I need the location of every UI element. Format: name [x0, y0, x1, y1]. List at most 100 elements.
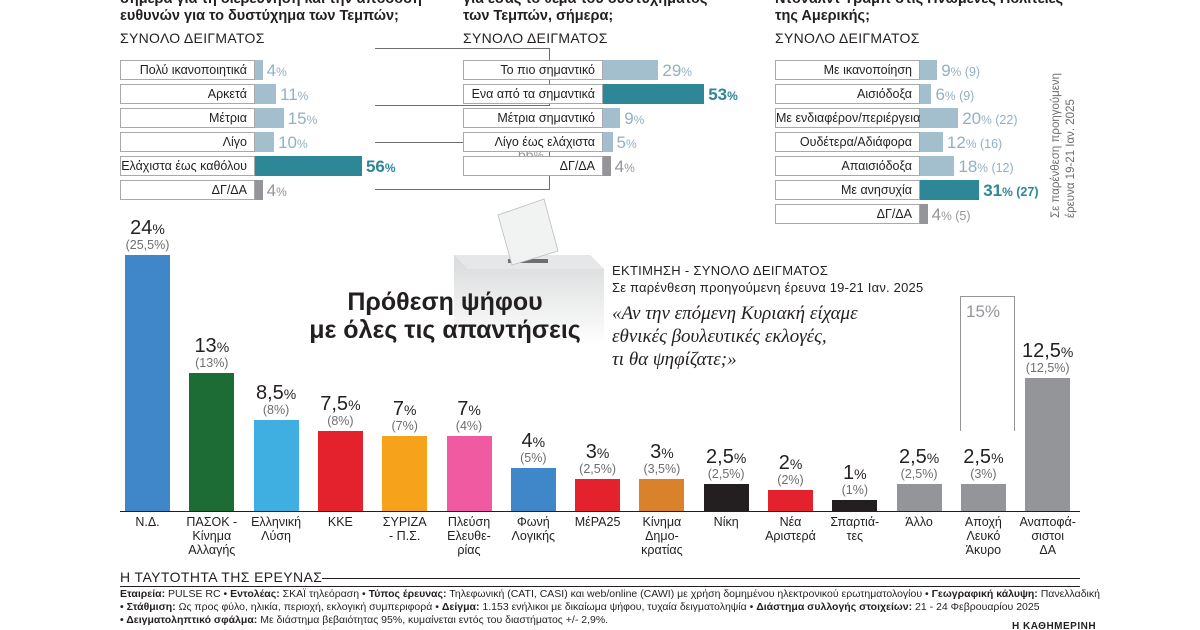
panel1-title-line1: σήμερα για τη διερεύνηση και την απόδοση [120, 0, 422, 8]
panel1-row-value: 15% [288, 109, 318, 130]
panel3-row-value-pct: % [950, 65, 962, 79]
vote-category-line: Σπαρτιά- [830, 515, 880, 529]
vote-category-line: Άκυρο [965, 543, 1002, 557]
panel3-row-value-number: 9 [941, 61, 951, 80]
vote-bar [317, 431, 363, 511]
vote-value-pct: % [854, 466, 867, 483]
panel1-row-bar [255, 156, 362, 176]
panel1-subtitle: ΣΥΝΟΛΟ ΔΕΙΓΜΑΤΟΣ [120, 30, 265, 46]
panel3-row-previous: (12) [987, 161, 1014, 175]
panel3-row-value-number: 18 [958, 157, 978, 176]
vote-bar [575, 479, 621, 511]
panel3-row-label: Απαισιόδοξα [775, 156, 920, 176]
vote-category-line: Φωνή [516, 515, 550, 529]
vote-previous-label: (13%) [195, 355, 229, 370]
panel2-title-line2: των Τεμπών, σήμερα; [463, 8, 614, 24]
vote-value-label: 1% [817, 462, 892, 485]
vote-bar [896, 484, 942, 511]
vote-value-number: 7 [457, 398, 469, 421]
vote-previous-label: (3%) [970, 467, 997, 482]
panel3-row-value: 18% (12) [958, 157, 1013, 178]
panel2-row-bar [603, 108, 621, 128]
panel1-row-value: 56% [366, 157, 396, 178]
panel2-row-value: 29% [662, 61, 692, 82]
footer-key: Τύπος έρευνας: [368, 588, 447, 600]
vote-bar [125, 255, 170, 511]
panel3-row-value: 12% (16) [947, 133, 1002, 154]
vote-value-pct: % [789, 455, 803, 472]
vote-value-pct: % [404, 402, 417, 419]
panel3-row-bar [920, 108, 959, 128]
panel3-row-value-number: 12 [946, 133, 966, 152]
panel3-row-previous: (27) [1012, 185, 1039, 199]
panel2-row-value: 4% [615, 157, 635, 178]
vote-value-label: 3% [624, 441, 699, 464]
footer-key: Γεωγραφική κάλυψη: [931, 588, 1038, 600]
vote-category-label: ΣΥΡΙΖΑ - Π.Σ. [370, 515, 439, 543]
panel3-row-value-number: 6 [935, 85, 945, 104]
panel3-row-label: ΔΓ/ΔΑ [775, 204, 920, 224]
panel3-row-bar [920, 132, 943, 152]
panel3-row-value-pct: % [981, 113, 992, 127]
vote-category-line: Πλεύση [447, 515, 491, 529]
vote-previous-label: (3,5%) [643, 462, 681, 477]
panel1-row-label: Μέτρια [120, 108, 255, 128]
vote-bar [768, 489, 813, 511]
vote-previous-label: (4%) [455, 419, 483, 434]
panel3-row-value-pct: % [941, 209, 952, 223]
vote-category-line: σιστοι [1031, 529, 1065, 543]
main-subtitle-previous: Σε παρένθεση προηγούμενη έρευνα 19-21 Ια… [612, 280, 924, 295]
vote-value-number: 7 [392, 398, 405, 421]
footer-key: • Στάθμιση: [120, 601, 176, 613]
vote-category-label: Άλλο [885, 515, 954, 529]
main-subtitle-estimate: ΕΚΤΙΜΗΣΗ - ΣΥΝΟΛΟ ΔΕΙΓΜΑΤΟΣ [612, 263, 829, 278]
footer-value: Με διάστημα βεβαιότητας 95%, κυμαίνεται … [257, 614, 609, 626]
panel2-row-value: 53% [708, 85, 738, 106]
vote-value-number: 2 [778, 451, 790, 474]
vote-value-pct: % [1060, 343, 1074, 360]
vote-value-number: 8,5 [255, 382, 284, 405]
panel3-row-label: Με ανησυχία [775, 180, 920, 200]
vote-value-number: 2,5 [706, 446, 734, 469]
panel1-row-value-pct: % [384, 161, 396, 175]
vote-bar [1025, 377, 1071, 511]
panel1-row-value-number: 56 [365, 157, 385, 176]
panel3-row-bar [920, 60, 938, 80]
panel1-row-value-number: 4 [266, 181, 277, 200]
panel-trump-feelings: Ντόναλντ Τραμπ στις Ηνωμένες Πολιτείες τ… [775, 0, 1085, 250]
footer-key: Δείγμα: [441, 601, 480, 613]
vote-previous-label: (8%) [262, 403, 290, 418]
panel2-row-bar [603, 132, 613, 152]
vote-category-line: ΠΑΣΟΚ - [186, 515, 238, 529]
panel1-row-label: Αρκετά [120, 84, 255, 104]
panel3-row-bar [920, 84, 932, 104]
panel1-row-bar [255, 180, 263, 200]
footer-credit: Η ΚΑΘΗΜΕΡΙΝΗ [1012, 621, 1097, 630]
vote-value-pct: % [532, 434, 546, 451]
vote-value-label: 2,5% [689, 446, 764, 469]
panel1-row-value-number: 15 [287, 109, 307, 128]
vote-value-pct: % [596, 445, 610, 462]
vote-previous-label: (2,5%) [707, 467, 745, 482]
panel2-row-label: Μέτρια σημαντικό [463, 108, 603, 128]
vote-category-label: Νίκη [692, 515, 761, 529]
footer-rule [322, 578, 1080, 579]
vote-value-number: 3 [650, 441, 662, 464]
panel2-title-line1: για εσάς το θέμα του δυστυχήματος [463, 0, 707, 8]
footer-value: Ως προς φύλο, ηλικία, περιοχή, εκλογική … [175, 601, 442, 613]
vote-category-line: Ελληνική [251, 515, 302, 529]
panel2-row-value-number: 53 [708, 85, 728, 104]
panel3-row-previous: (22) [991, 113, 1018, 127]
main-bracket-other [960, 296, 1015, 431]
vote-category-label: ΜέΡΑ25 [563, 515, 632, 529]
panel2-row-value-number: 9 [624, 109, 634, 128]
vote-bar [832, 500, 878, 511]
vote-value-label: 7% [367, 398, 442, 421]
panel3-row-label: Με ενδιαφέρον/περιέργεια [775, 108, 920, 128]
vote-category-label: Αναποφά-σιστοι ΔΑ [1013, 515, 1082, 557]
footer-value: Τηλεφωνική (CATI, CASI) και web/online (… [446, 588, 932, 600]
vote-value-label: 2% [753, 452, 828, 475]
vote-bar [639, 479, 685, 511]
footer-title: Η ΤΑΥΤΟΤΗΤΑ ΤΗΣ ΕΡΕΥΝΑΣ [120, 569, 323, 585]
panel3-title-line1: Ντόναλντ Τραμπ στις Ηνωμένες Πολιτείες [775, 0, 1063, 8]
